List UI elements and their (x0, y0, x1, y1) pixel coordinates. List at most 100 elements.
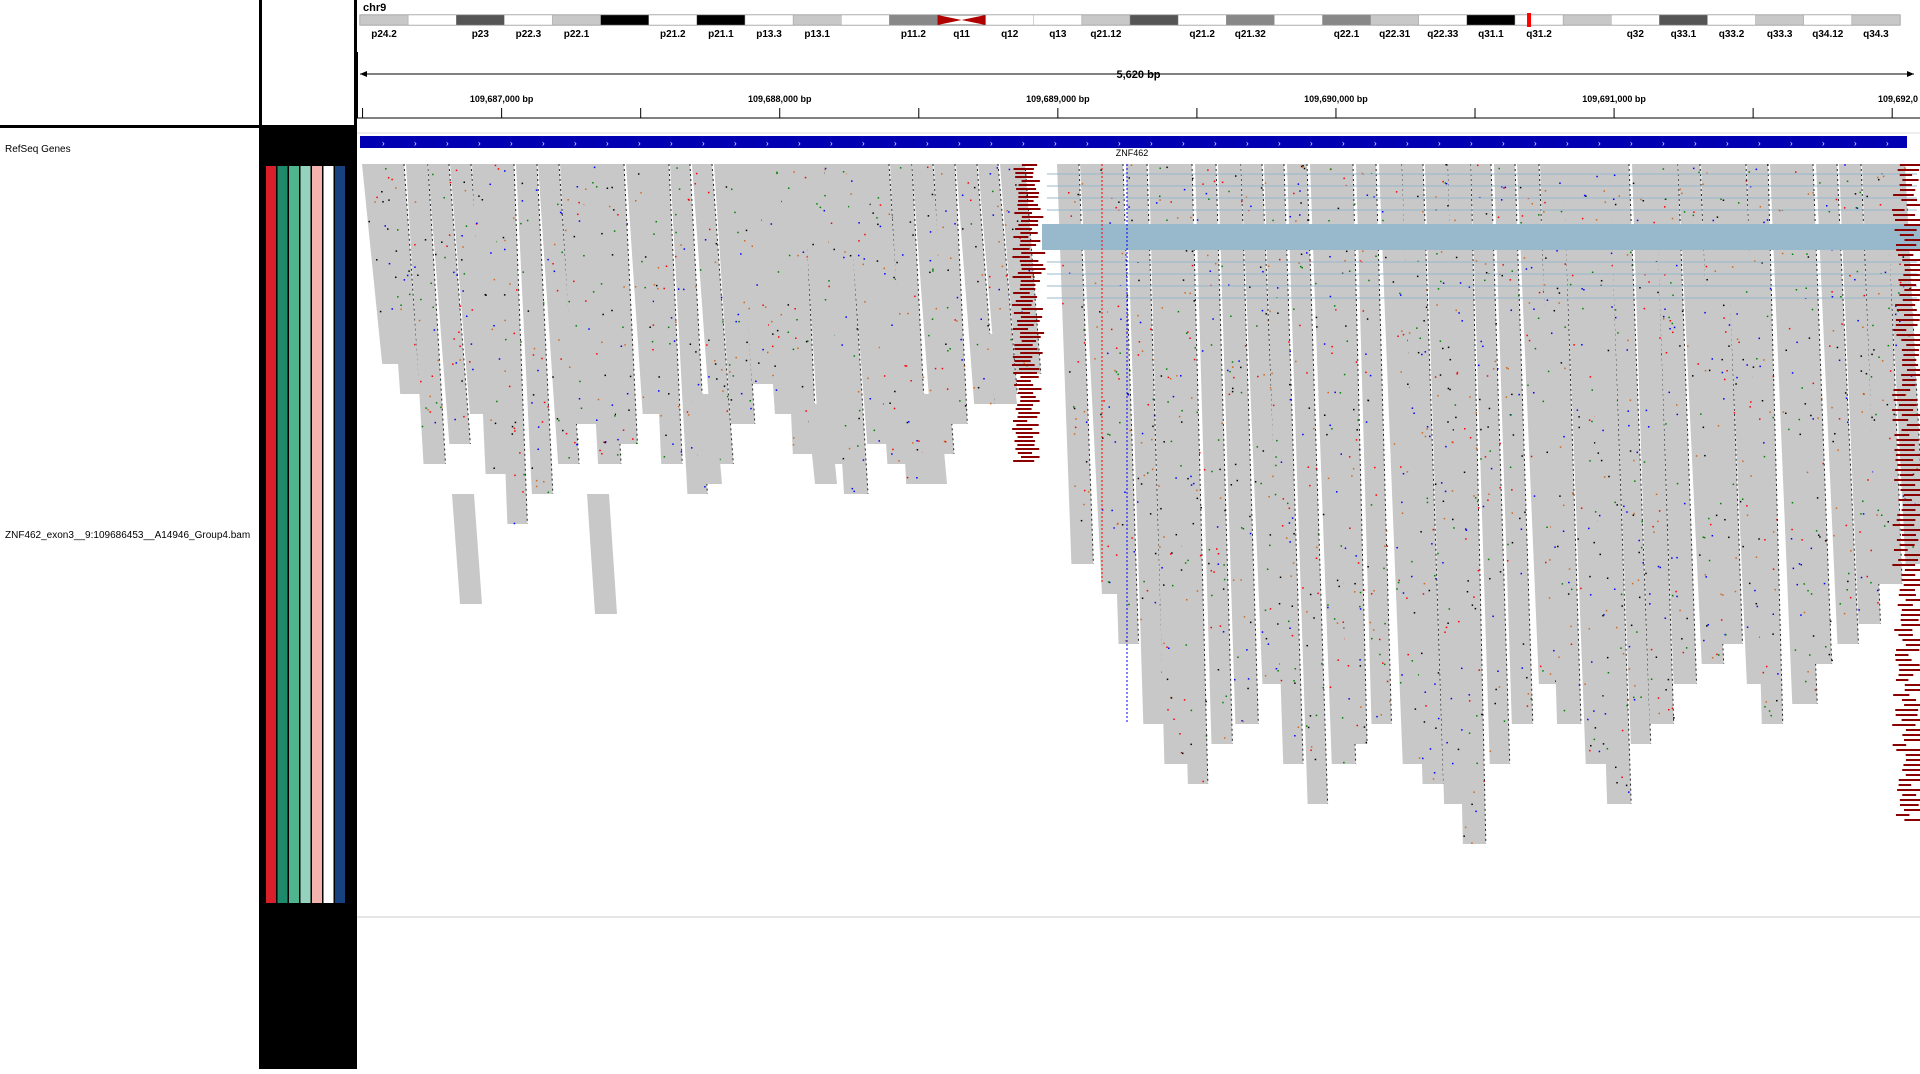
strand-arrow: › (926, 139, 929, 148)
mismatch (776, 171, 778, 174)
mismatch (738, 320, 740, 323)
mismatch (1424, 351, 1427, 353)
mismatch (1763, 455, 1766, 458)
read-stack (1586, 164, 1632, 804)
mismatch (1779, 209, 1781, 212)
ruler[interactable]: 5,620 bp 109,687,000 bp 109,688,000 bp 109… (357, 52, 1920, 127)
mismatch (1559, 495, 1561, 497)
mismatch (1161, 307, 1164, 309)
mismatch (1407, 383, 1409, 386)
mismatch (1476, 715, 1478, 717)
mismatch (1469, 436, 1472, 439)
mismatch (537, 448, 539, 451)
chromosome-ideogram[interactable]: p24.2 p23 p22.3 p22.1 p21.2 p21.1 p13.3 p13.1 p1… (357, 12, 1920, 52)
data-panel[interactable]: chr9 p24.2 p23 p22.3 p22.1 p21.2 p21.1 p13.3 p1… (357, 0, 1920, 1069)
current-locus-marker (1527, 13, 1532, 27)
mismatch (1777, 673, 1779, 675)
mismatch (1510, 309, 1513, 311)
softclip-mark (1018, 388, 1042, 390)
mismatch (626, 392, 629, 395)
mismatch (489, 183, 491, 186)
mismatch (622, 326, 624, 329)
mismatch (1478, 364, 1480, 367)
mismatch (1447, 205, 1449, 207)
mismatch (526, 219, 529, 222)
read-edge (1628, 163, 1652, 745)
mismatch (1761, 262, 1763, 264)
read-stack (1609, 164, 1651, 744)
mismatch (478, 195, 480, 197)
attribute-columns[interactable] (262, 128, 357, 1069)
read-stack (494, 164, 528, 524)
mismatch (1862, 326, 1864, 329)
mismatch (611, 309, 613, 312)
mismatch (1544, 201, 1546, 204)
mismatch (1244, 345, 1247, 347)
mismatch (722, 390, 724, 392)
mismatch (1121, 524, 1124, 526)
mismatch (1711, 358, 1714, 360)
mismatch (858, 417, 860, 420)
mismatch (624, 344, 626, 346)
mismatch (1755, 556, 1758, 558)
softclip-mark (1895, 714, 1918, 716)
softclip-mark (1895, 219, 1920, 221)
mismatch (1478, 669, 1481, 671)
mismatch (1141, 432, 1144, 435)
mismatch (816, 203, 818, 205)
mismatch (1411, 407, 1414, 409)
mismatch (1133, 551, 1136, 553)
softclip-mark (1899, 294, 1920, 296)
mismatch (1268, 495, 1270, 498)
mismatch (1426, 501, 1429, 504)
band-label: q21.32 (1235, 29, 1267, 40)
mismatch (1299, 265, 1302, 268)
softclip-mark (1020, 400, 1040, 402)
softclip-mark (1892, 744, 1907, 746)
mismatch (918, 440, 920, 442)
mismatch (876, 217, 878, 219)
mismatch (1534, 347, 1537, 350)
mismatch (1703, 536, 1706, 539)
mismatch (1137, 354, 1140, 356)
mismatch (1593, 541, 1595, 544)
softclip-mark (1018, 200, 1034, 202)
mismatch (1302, 165, 1304, 167)
mismatch (745, 359, 748, 362)
mismatch (1742, 358, 1745, 361)
read-edge (427, 163, 447, 465)
bam-track-label[interactable]: ZNF462_exon3__9:109686453__A14946_Group4… (5, 530, 251, 541)
mismatch (842, 457, 845, 460)
refseq-track-label[interactable]: RefSeq Genes (5, 144, 71, 155)
mismatch (1359, 260, 1362, 262)
mismatch (1261, 309, 1264, 312)
mismatch (1846, 589, 1849, 591)
mismatch (558, 419, 560, 422)
mismatch (1331, 352, 1333, 355)
mismatch (1152, 425, 1154, 428)
strand-arrow: › (542, 139, 545, 148)
mismatch (1219, 625, 1222, 627)
softclip-mark (1892, 394, 1906, 396)
mismatch (1671, 322, 1674, 325)
mismatch (403, 279, 406, 281)
mismatch (1346, 340, 1349, 342)
mismatch (743, 301, 745, 304)
mismatch (1349, 527, 1351, 529)
mismatch (1863, 294, 1865, 297)
mismatch (967, 182, 970, 184)
mismatch (1070, 215, 1073, 217)
mismatch (891, 324, 893, 326)
mismatch (652, 348, 654, 351)
alignment-area[interactable]: › › › › › › › › › › › › › › › › › › › › › › › › › › › › › › › › › › › › › › › ›… (357, 128, 1920, 1068)
mismatch (1344, 547, 1347, 550)
mismatch (1722, 304, 1725, 307)
mismatch (1307, 466, 1310, 468)
mismatch (1006, 209, 1008, 212)
mismatch (1293, 533, 1295, 535)
mismatch (1629, 450, 1632, 452)
mismatch (1826, 205, 1828, 207)
mismatch (853, 490, 855, 493)
mismatch (1570, 643, 1573, 646)
mismatch (962, 228, 964, 230)
